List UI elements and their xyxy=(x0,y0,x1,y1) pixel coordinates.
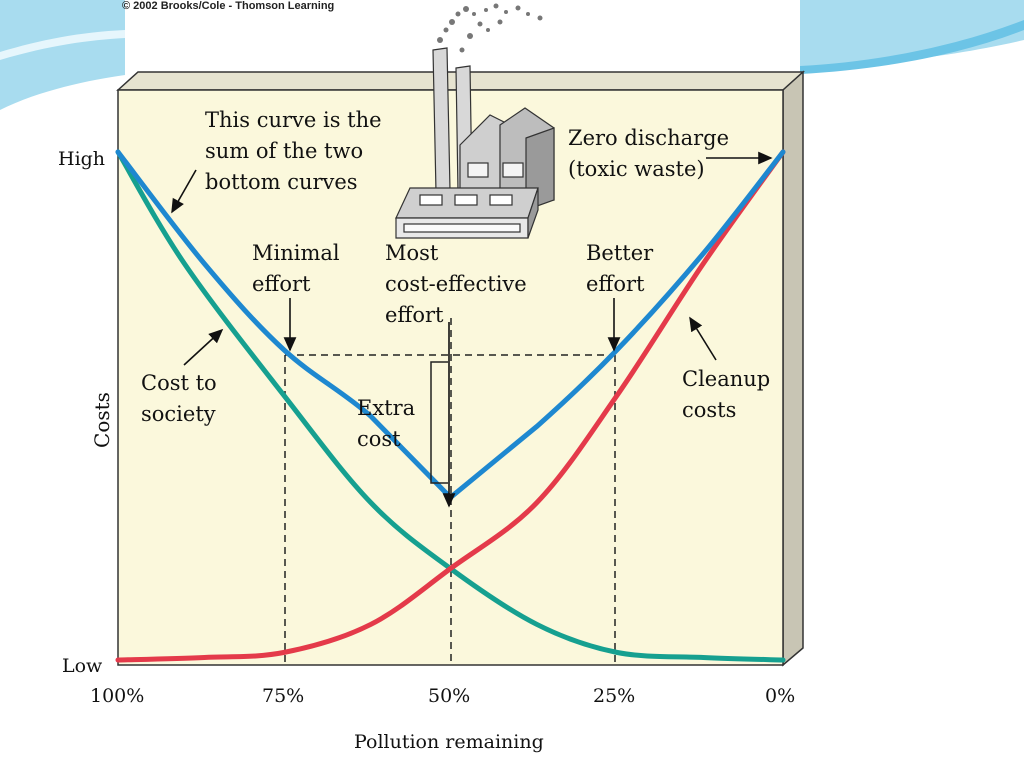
arrow-cost-to-society xyxy=(183,328,224,366)
x-tick-75: 75% xyxy=(262,685,305,707)
y-tick-low: Low xyxy=(62,655,103,677)
panel-side-face xyxy=(782,70,804,667)
label-most-cost-effective: Most cost-effective effort xyxy=(385,241,527,327)
x-tick-0: 0% xyxy=(765,685,796,707)
x-tick-25: 25% xyxy=(593,685,636,707)
guide-lines xyxy=(284,318,616,665)
arrow-cleanup-costs xyxy=(689,316,717,361)
label-cost-to-society: Cost to society xyxy=(141,371,217,426)
label-zero-discharge: Zero discharge (toxic waste) xyxy=(568,126,730,181)
cleanup-costs-curve xyxy=(115,149,786,663)
factory-illustration xyxy=(395,3,555,239)
smoke xyxy=(436,3,543,56)
y-axis-label: Costs xyxy=(89,392,114,448)
label-extra-cost: Extra cost xyxy=(357,396,416,451)
extra-cost-bracket xyxy=(430,361,448,484)
x-tick-100: 100% xyxy=(90,685,145,707)
arrow-sum-curve xyxy=(171,169,197,214)
y-tick-high: High xyxy=(58,148,106,170)
label-better-effort: Better effort xyxy=(586,241,654,296)
label-cleanup-costs: Cleanup costs xyxy=(682,367,771,422)
label-minimal-effort: Minimal effort xyxy=(252,241,340,296)
label-sum-curve: This curve is the sum of the two bottom … xyxy=(205,108,382,194)
x-axis-label: Pollution remaining xyxy=(354,731,544,753)
cost-to-society-curve xyxy=(115,149,786,663)
copyright-credit: © 2002 Brooks/Cole - Thomson Learning xyxy=(122,0,335,12)
x-tick-50: 50% xyxy=(428,685,471,707)
